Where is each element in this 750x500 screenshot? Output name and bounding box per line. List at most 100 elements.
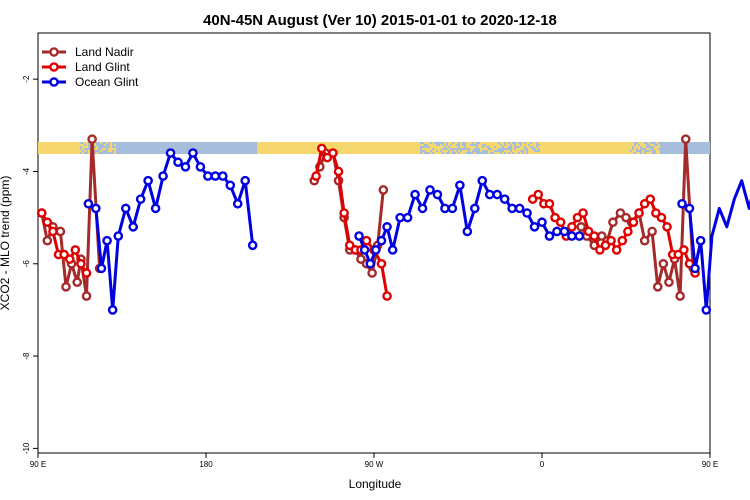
land-ocean-cell — [464, 146, 466, 148]
land-ocean-cell — [474, 146, 476, 148]
land-ocean-cell — [502, 148, 504, 150]
land-ocean-cell — [96, 148, 98, 150]
land-ocean-cell — [444, 150, 446, 152]
land-ocean-cell — [82, 142, 84, 144]
data-point — [203, 171, 213, 181]
land-ocean-cell — [538, 152, 540, 154]
land-ocean-cell — [422, 146, 424, 148]
land-ocean-cell — [484, 146, 486, 148]
land-ocean-cell — [512, 142, 514, 144]
land-ocean-cell — [522, 142, 524, 144]
land-ocean-cell — [100, 148, 102, 150]
land-ocean-cell — [482, 152, 484, 154]
land-ocean-cell — [94, 146, 96, 148]
legend-marker — [49, 47, 59, 57]
data-point — [354, 231, 364, 241]
land-ocean-cell — [654, 146, 656, 148]
land-ocean-cell — [470, 146, 472, 148]
land-ocean-cell — [114, 144, 116, 146]
land-ocean-cell — [460, 152, 462, 154]
land-ocean-cell — [440, 144, 442, 146]
land-ocean-cell — [424, 146, 426, 148]
land-ocean-cell — [650, 148, 652, 150]
land-ocean-cell — [488, 148, 490, 150]
land-ocean-cell — [646, 144, 648, 146]
land-ocean-cell — [654, 144, 656, 146]
land-ocean-cell — [642, 146, 644, 148]
land-ocean-cell — [450, 146, 452, 148]
legend-item: Ocean Glint — [42, 75, 139, 89]
land-ocean-cell — [100, 150, 102, 152]
data-point — [113, 231, 124, 241]
data-point — [608, 217, 618, 228]
land-ocean-cell — [482, 144, 484, 146]
land-ocean-cell — [484, 142, 486, 144]
land-ocean-cell — [634, 150, 636, 152]
land-ocean-cell — [468, 142, 470, 144]
data-point — [217, 171, 228, 181]
land-ocean-cell — [456, 150, 458, 152]
land-ocean-cell — [468, 152, 470, 154]
land-ocean-cell — [466, 142, 468, 144]
land-ocean-cell — [636, 144, 638, 146]
data-point — [559, 226, 570, 237]
land-ocean-cell — [490, 146, 492, 148]
land-ocean-cell — [460, 150, 462, 152]
land-ocean-cell — [648, 146, 650, 148]
land-ocean-cell — [498, 152, 500, 154]
land-ocean-cell — [536, 146, 538, 148]
land-ocean-cell — [468, 148, 470, 150]
land-ocean-cell — [462, 146, 464, 148]
land-ocean-cell — [658, 142, 660, 144]
land-ocean-cell — [654, 152, 656, 154]
data-point — [567, 222, 577, 232]
land-ocean-cell — [438, 152, 440, 154]
land-ocean-cell — [510, 142, 512, 144]
land-ocean-cell — [454, 144, 456, 146]
land-ocean-cell — [656, 150, 658, 152]
land-ocean-cell — [480, 148, 482, 150]
land-ocean-cell — [456, 142, 458, 144]
land-ocean-cell — [458, 148, 460, 150]
data-point — [514, 203, 525, 214]
land-ocean-cell — [500, 150, 502, 152]
land-ocean-cell — [452, 146, 454, 148]
land-ocean-cell — [498, 150, 500, 152]
land-ocean-cell — [520, 150, 522, 152]
land-ocean-cell — [530, 148, 532, 150]
land-ocean-cell — [468, 146, 470, 148]
land-ocean-cell — [646, 152, 648, 154]
land-ocean-cell — [108, 152, 110, 154]
land-ocean-cell — [460, 146, 462, 148]
y-axis: -2 -4 -6 -8 -10 — [22, 75, 38, 454]
land-ocean-cell — [494, 150, 496, 152]
land-ocean-cell — [452, 148, 454, 150]
data-point — [376, 235, 387, 246]
land-ocean-cell — [446, 152, 448, 154]
land-ocean-cell — [492, 150, 494, 152]
land-ocean-cell — [444, 144, 446, 146]
data-point — [339, 208, 349, 218]
land-ocean-cell — [484, 144, 486, 146]
land-ocean-cell — [434, 144, 436, 146]
data-point — [628, 217, 639, 228]
data-point — [567, 231, 577, 241]
land-ocean-cell — [642, 142, 644, 144]
land-ocean-cell — [480, 146, 482, 148]
land-ocean-cell — [96, 146, 98, 148]
land-ocean-cell — [110, 142, 112, 144]
land-ocean-cell — [654, 142, 656, 144]
land-ocean-cell — [486, 146, 488, 148]
land-ocean-cell — [490, 152, 492, 154]
land-ocean-cell — [482, 150, 484, 152]
land-ocean-cell — [82, 152, 84, 154]
land-ocean-cell — [504, 148, 506, 150]
land-ocean-cell — [440, 152, 442, 154]
land-ocean-cell — [526, 142, 528, 144]
data-point — [361, 235, 372, 246]
land-ocean-cell — [526, 148, 528, 150]
data-point — [656, 212, 667, 223]
data-point — [662, 222, 672, 232]
land-ocean-cell — [106, 150, 108, 152]
land-ocean-cell — [474, 152, 476, 154]
